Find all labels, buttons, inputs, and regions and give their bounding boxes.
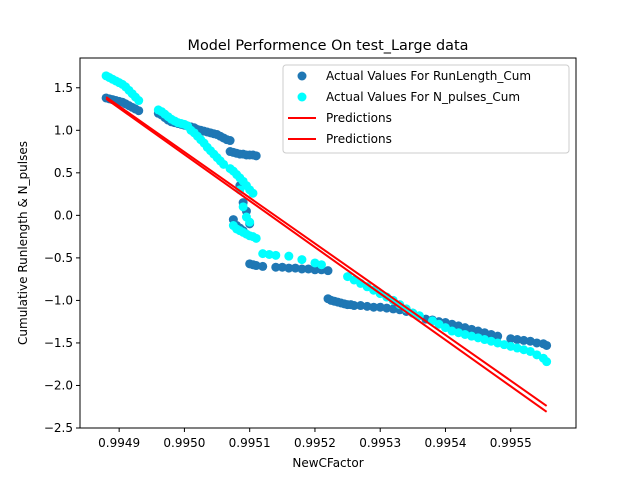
data-point xyxy=(349,301,359,311)
x-axis: 0.9949 0.9950 0.9951 0.9952 0.9953 0.9954 0.99… xyxy=(98,428,532,450)
data-point xyxy=(251,233,261,243)
legend-item: Actual Values For RunLength_Cum xyxy=(297,69,531,83)
legend-label: Actual Values For N_pulses_Cum xyxy=(326,90,520,104)
data-point xyxy=(225,136,235,146)
data-point xyxy=(519,335,529,345)
data-point xyxy=(271,262,281,272)
x-tick-label: 0.9953 xyxy=(359,436,401,450)
y-tick-label: −1.5 xyxy=(44,336,73,350)
y-tick-label: 0.5 xyxy=(54,166,73,180)
data-point xyxy=(323,266,333,276)
data-point xyxy=(512,335,522,345)
data-point xyxy=(284,263,294,273)
legend-item: Actual Values For N_pulses_Cum xyxy=(297,90,520,104)
data-point xyxy=(251,151,261,161)
data-point xyxy=(542,340,552,350)
legend: Actual Values For RunLength_Cum Actual Va… xyxy=(282,64,570,154)
y-axis: 1.5 1.0 0.5 0.0 −0.5 −1.0 −1.5 −2.0 −2.5 xyxy=(44,81,80,435)
data-point xyxy=(542,357,552,367)
data-point xyxy=(369,302,379,312)
legend-label: Actual Values For RunLength_Cum xyxy=(326,69,531,83)
data-point xyxy=(219,159,229,169)
x-tick-label: 0.9950 xyxy=(163,436,205,450)
legend-label: Predictions xyxy=(326,132,392,146)
y-tick-label: −1.0 xyxy=(44,293,73,307)
series-2 xyxy=(105,96,548,407)
legend-box xyxy=(282,64,570,154)
data-point xyxy=(238,202,248,212)
legend-items: Actual Values For RunLength_Cum Actual Va… xyxy=(288,69,531,146)
y-tick-label: 1.5 xyxy=(54,81,73,95)
prediction-line xyxy=(105,98,548,413)
data-point xyxy=(134,106,144,116)
data-point xyxy=(375,302,385,312)
data-point xyxy=(297,264,307,274)
x-tick-label: 0.9955 xyxy=(490,436,532,450)
plot-area xyxy=(79,57,577,429)
data-point xyxy=(297,255,307,265)
data-point xyxy=(245,217,255,227)
data-point xyxy=(310,265,320,275)
x-tick-label: 0.9951 xyxy=(229,436,271,450)
series-3 xyxy=(105,98,548,413)
axes-frame xyxy=(79,57,577,429)
data-point xyxy=(251,261,261,271)
legend-item: Predictions xyxy=(288,111,392,125)
legend-label: Predictions xyxy=(326,111,392,125)
legend-item: Predictions xyxy=(288,132,392,146)
prediction-line xyxy=(105,96,548,407)
y-tick-label: 1.0 xyxy=(54,123,73,137)
legend-marker xyxy=(297,92,307,102)
data-point xyxy=(134,96,144,106)
data-point xyxy=(356,301,366,311)
data-point xyxy=(316,260,326,270)
series-layer xyxy=(101,71,552,413)
data-point xyxy=(264,249,274,259)
x-tick-label: 0.9952 xyxy=(294,436,336,450)
x-tick-label: 0.9954 xyxy=(424,436,466,450)
y-tick-label: 0.0 xyxy=(54,208,73,222)
data-point xyxy=(271,250,281,260)
data-point xyxy=(258,261,268,271)
y-axis-label: Cumulative Runlength & N_pulses xyxy=(16,141,30,345)
data-point xyxy=(248,188,258,198)
y-tick-label: −2.0 xyxy=(44,378,73,392)
data-point xyxy=(532,338,542,348)
data-point xyxy=(388,295,398,305)
legend-marker xyxy=(297,71,307,81)
y-tick-label: −2.5 xyxy=(44,421,73,435)
data-point xyxy=(388,304,398,314)
x-tick-label: 0.9949 xyxy=(98,436,140,450)
data-point xyxy=(493,331,503,341)
data-point xyxy=(303,264,313,274)
data-point xyxy=(284,251,294,261)
chart-title: Model Performence On test_Large data xyxy=(188,38,469,54)
y-tick-label: −0.5 xyxy=(44,251,73,265)
x-axis-label: NewCFactor xyxy=(292,456,363,470)
